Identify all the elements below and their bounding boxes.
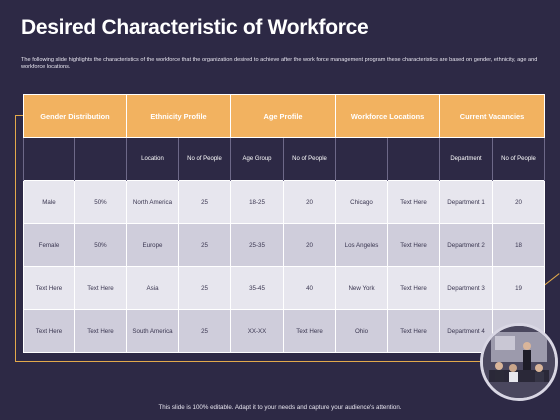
table-cell: 19 xyxy=(492,266,546,310)
table-cell: 25 xyxy=(177,309,232,353)
table-header-row: Gender Distribution Ethnicity Profile Ag… xyxy=(23,94,546,138)
table-cell: Department 3 xyxy=(439,266,494,310)
slide-footer: This slide is 100% editable. Adapt it to… xyxy=(158,404,402,411)
table-subheader-row: Location No of People Age Group No of Pe… xyxy=(23,137,546,181)
meeting-scene-icon xyxy=(483,326,555,398)
table-cell: Text Here xyxy=(283,309,337,353)
meeting-photo xyxy=(480,323,558,401)
table-cell: Asia xyxy=(126,266,179,310)
table-cell: 25 xyxy=(177,266,232,310)
table-cell: Department 1 xyxy=(439,180,494,224)
slide-title: Desired Characteristic of Workforce xyxy=(21,16,369,39)
header-ethnicity-profile: Ethnicity Profile xyxy=(125,94,232,138)
table-cell: 35-45 xyxy=(230,266,285,310)
table-cell: Text Here xyxy=(23,266,75,310)
table-cell: Chicago xyxy=(335,180,389,224)
table-cell: 25-35 xyxy=(230,223,285,267)
frame-top-tick xyxy=(15,115,24,116)
subheader-cell: No of People xyxy=(492,137,546,181)
table-cell: 20 xyxy=(492,180,546,224)
table-cell: South America xyxy=(126,309,179,353)
subheader-cell xyxy=(74,137,127,181)
header-age-profile: Age Profile xyxy=(230,94,337,138)
subheader-cell: No of People xyxy=(283,137,337,181)
subheader-cell: No of People xyxy=(177,137,232,181)
table-cell: Male xyxy=(23,180,75,224)
subheader-cell: Location xyxy=(126,137,179,181)
frame-bottom-line xyxy=(15,361,545,362)
table-cell: Text Here xyxy=(387,309,441,353)
slide-subtitle: The following slide highlights the chara… xyxy=(21,57,538,71)
table-cell: 20 xyxy=(283,180,337,224)
workforce-table: Gender Distribution Ethnicity Profile Ag… xyxy=(23,94,546,353)
table-cell: New York xyxy=(335,266,389,310)
table-cell: Text Here xyxy=(74,266,127,310)
table-cell: Text Here xyxy=(74,309,127,353)
table-cell: 18-25 xyxy=(230,180,285,224)
header-gender-distribution: Gender Distribution xyxy=(23,94,127,138)
table-cell: 20 xyxy=(283,223,337,267)
subheader-cell xyxy=(23,137,75,181)
table-cell: North America xyxy=(126,180,179,224)
subheader-cell xyxy=(335,137,389,181)
table-cell: Department 4 xyxy=(439,309,494,353)
table-cell: 25 xyxy=(177,180,232,224)
table-cell: Los Angeles xyxy=(335,223,389,267)
table-cell: 50% xyxy=(74,223,127,267)
frame-left-line xyxy=(15,115,16,362)
table-cell: Europe xyxy=(126,223,179,267)
header-current-vacancies: Current Vacancies xyxy=(439,94,546,138)
table-cell: Department 2 xyxy=(439,223,494,267)
table-row: Text Here Text Here South America 25 XX-… xyxy=(23,309,546,353)
table-cell: Text Here xyxy=(23,309,75,353)
table-row: Text Here Text Here Asia 25 35-45 40 New… xyxy=(23,266,546,310)
table-cell: Ohio xyxy=(335,309,389,353)
table-row: Male 50% North America 25 18-25 20 Chica… xyxy=(23,180,546,224)
table-cell: Text Here xyxy=(387,266,441,310)
table-cell: 25 xyxy=(177,223,232,267)
subheader-cell: Age Group xyxy=(230,137,285,181)
table-cell: 40 xyxy=(283,266,337,310)
subheader-cell: Department xyxy=(439,137,494,181)
table-cell: Text Here xyxy=(387,180,441,224)
table-cell: Female xyxy=(23,223,75,267)
header-workforce-locations: Workforce Locations xyxy=(335,94,441,138)
table-cell: 50% xyxy=(74,180,127,224)
table-cell: 18 xyxy=(492,223,546,267)
table-cell: XX-XX xyxy=(230,309,285,353)
subheader-cell xyxy=(387,137,441,181)
table-row: Female 50% Europe 25 25-35 20 Los Angele… xyxy=(23,223,546,267)
table-cell: Text Here xyxy=(387,223,441,267)
